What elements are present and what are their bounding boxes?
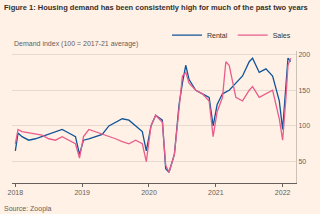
svg-text:150: 150 <box>298 87 310 94</box>
svg-text:Rental: Rental <box>207 32 228 39</box>
html-text:Figure 1: Housing demand has b: Figure 1: Housing demand has been consis… <box>4 3 308 12</box>
svg-text:Demand index (100 = 2017-21 av: Demand index (100 = 2017-21 average) <box>14 40 138 48</box>
svg-text:2018: 2018 <box>8 189 24 196</box>
svg-text:Sales: Sales <box>273 32 291 39</box>
svg-text:2019: 2019 <box>74 189 90 196</box>
svg-text:2020: 2020 <box>141 189 157 196</box>
svg-text:2022: 2022 <box>275 189 291 196</box>
svg-text:50: 50 <box>298 158 306 165</box>
html-text:Source: Zoopla: Source: Zoopla <box>4 205 52 212</box>
svg-text:200: 200 <box>298 51 310 58</box>
svg-text:100: 100 <box>298 122 310 129</box>
svg-text:2021: 2021 <box>208 189 224 196</box>
